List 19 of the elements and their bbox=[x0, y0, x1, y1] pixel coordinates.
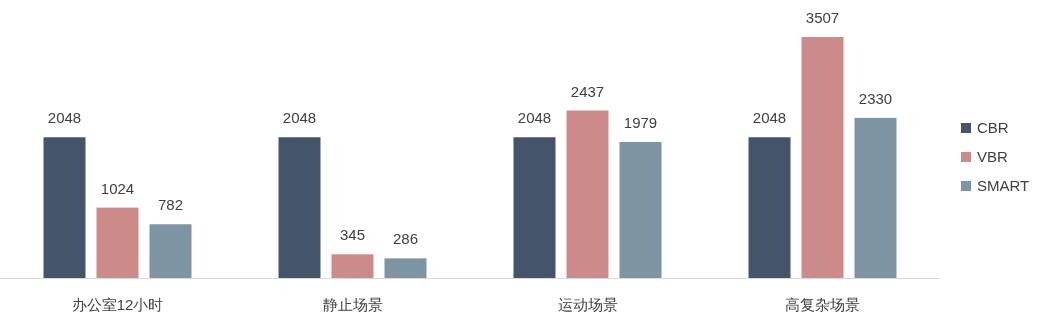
legend-label: CBR bbox=[977, 119, 1009, 136]
x-tick-label: 高复杂场景 bbox=[785, 296, 860, 313]
data-label: 286 bbox=[392, 230, 419, 248]
x-tick-label: 静止场景 bbox=[322, 296, 383, 313]
data-label: 1979 bbox=[623, 114, 658, 131]
x-tick-label: 办公室12小时 bbox=[71, 296, 164, 313]
legend-label: VBR bbox=[977, 148, 1009, 165]
data-label: 1024 bbox=[100, 179, 135, 197]
data-label: 2330 bbox=[858, 89, 893, 107]
data-label: 2048 bbox=[752, 109, 787, 127]
data-label: 345 bbox=[339, 226, 366, 244]
x-tick-label: 运动场景 bbox=[557, 296, 618, 313]
data-label: 2048 bbox=[282, 109, 317, 127]
data-label: 782 bbox=[157, 196, 184, 214]
legend-label: SMART bbox=[977, 177, 1030, 194]
data-label: 3507 bbox=[805, 9, 840, 26]
data-label: 2048 bbox=[517, 109, 552, 127]
data-label: 2048 bbox=[47, 109, 82, 127]
data-label: 2437 bbox=[570, 82, 605, 100]
